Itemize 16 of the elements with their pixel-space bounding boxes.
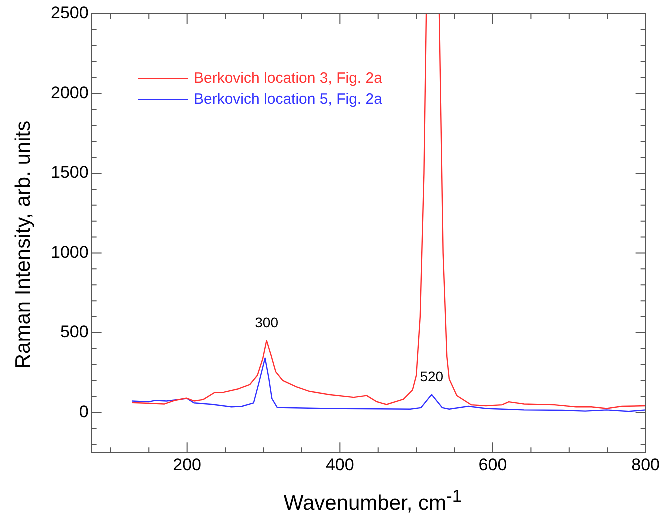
y-tick-label: 1500: [50, 163, 89, 182]
y-tick-label: 500: [60, 322, 89, 342]
x-tick-label: 200: [173, 455, 202, 474]
y-tick-label: 1000: [50, 242, 89, 262]
annotation: 520: [420, 368, 444, 385]
annotation: 300: [255, 314, 279, 331]
y-tick-label: 2000: [50, 83, 89, 102]
x-tick-label: 400: [326, 455, 354, 474]
y-axis-title: Raman Intensity, arb. units: [12, 120, 36, 372]
y-tick-label: 0: [79, 402, 89, 422]
x-tick-label: 600: [478, 455, 508, 474]
x-axis-title: Wavenumber, cm$^{-1}$: [282, 486, 464, 516]
legend-label: Berkovich location 5, Fig. 2a: [194, 91, 382, 108]
x-tick-label: 800: [632, 455, 660, 474]
legend-label: Berkovich location 3, Fig. 2a: [194, 70, 382, 87]
y-tick-label: 2500: [50, 4, 89, 23]
